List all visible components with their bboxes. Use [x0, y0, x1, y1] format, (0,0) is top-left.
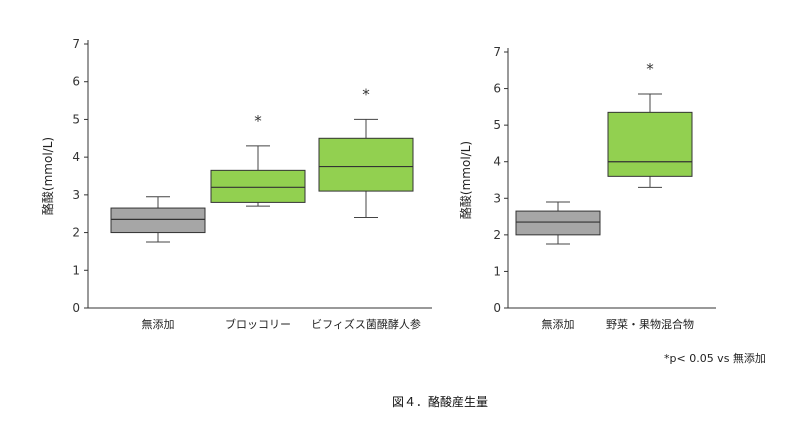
y-tick-label: 7: [493, 45, 501, 59]
y-tick-label: 4: [493, 155, 501, 169]
box-iqr: [515, 210, 601, 236]
y-tick-label: 1: [72, 263, 80, 277]
y-tick-label: 3: [72, 188, 80, 202]
y-tick-label: 2: [493, 228, 501, 242]
y-axis-label: 酪酸(mmol/L): [458, 141, 473, 219]
significance-marker: *: [646, 60, 654, 78]
category-label: 野菜・果物混合物: [606, 317, 694, 331]
box-iqr: [110, 207, 206, 234]
figure-caption: 図４．酪酸産生量: [392, 394, 488, 409]
box-iqr: [318, 137, 414, 192]
y-tick-label: 0: [72, 301, 80, 315]
category-label: 無添加: [542, 317, 575, 331]
y-tick-label: 3: [493, 191, 501, 205]
category-label: 無添加: [142, 317, 175, 331]
box-iqr: [607, 111, 693, 177]
y-tick-label: 5: [493, 118, 501, 132]
right-boxplot-chart: 0 1 2 3 4 5 6 7 酪酸(mmol/L) 無添加 * 野菜・果物混合物: [458, 45, 716, 331]
y-tick-label: 4: [72, 150, 80, 164]
y-tick-label: 6: [493, 82, 501, 96]
box-iqr: [210, 169, 306, 203]
y-tick-label: 2: [72, 226, 80, 240]
y-tick-label: 5: [72, 112, 80, 126]
significance-footnote: *p< 0.05 vs 無添加: [664, 351, 766, 365]
category-label: ブロッコリー: [225, 317, 291, 331]
significance-marker: *: [362, 85, 370, 103]
y-tick-label: 1: [493, 264, 501, 278]
significance-marker: *: [254, 112, 262, 130]
y-axis-label: 酪酸(mmol/L): [40, 137, 55, 215]
left-boxplot-chart: 0 1 2 3 4 5 6 7 酪酸(mmol/L) 無添加 * ブロッコリー * ビフィズス菌醗酵人参: [40, 37, 432, 331]
y-tick-label: 6: [72, 75, 80, 89]
y-tick-label: 0: [493, 301, 501, 315]
y-tick-label: 7: [72, 37, 80, 51]
category-label: ビフィズス菌醗酵人参: [311, 317, 421, 331]
